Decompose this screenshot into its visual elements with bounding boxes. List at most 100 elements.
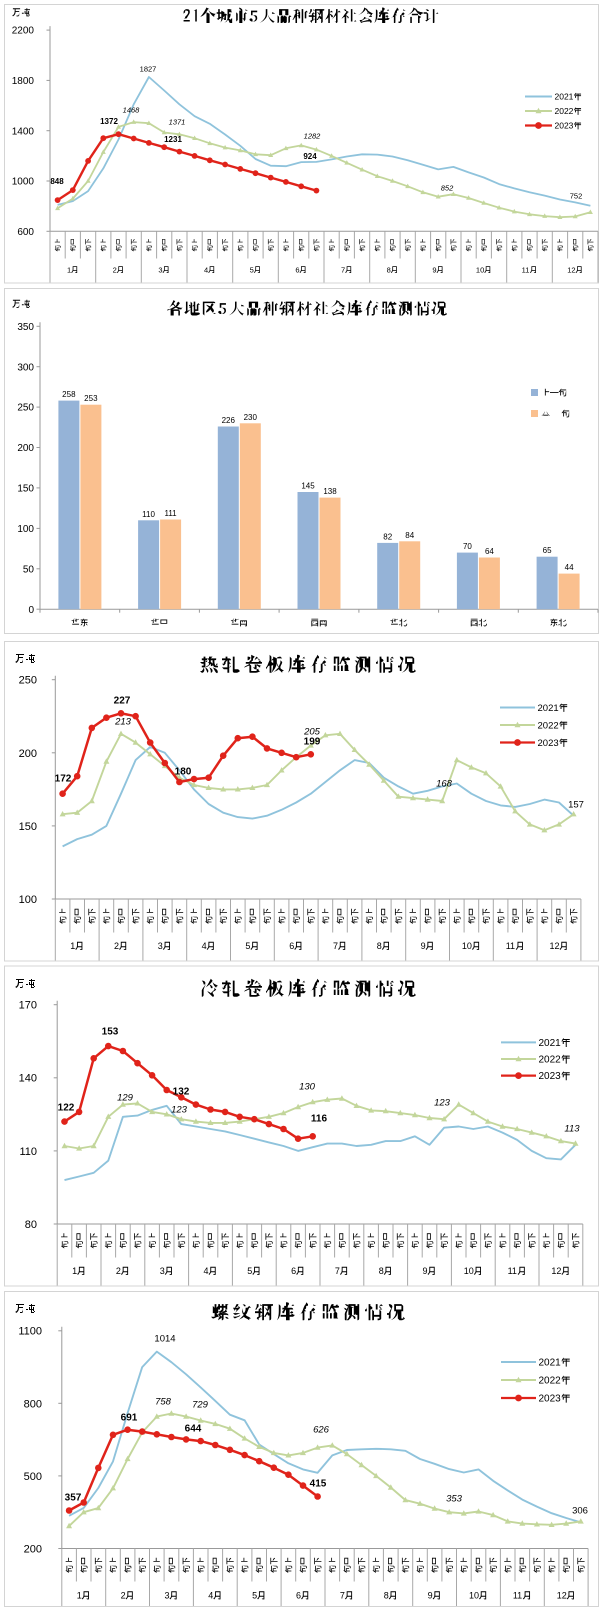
svg-text:12: 12: [551, 1266, 561, 1276]
svg-text:8: 8: [377, 941, 382, 951]
svg-text:122: 122: [58, 1103, 75, 1114]
svg-text:100: 100: [17, 524, 34, 535]
svg-text:4: 4: [202, 941, 207, 951]
svg-text:4: 4: [204, 265, 208, 274]
svg-text:2021: 2021: [555, 92, 574, 102]
svg-text:1827: 1827: [140, 65, 157, 74]
svg-text:306: 306: [572, 1505, 588, 1516]
svg-text:205: 205: [303, 726, 321, 737]
svg-text:353: 353: [446, 1493, 463, 1504]
svg-text:82: 82: [383, 532, 392, 541]
svg-text:3: 3: [158, 941, 163, 951]
svg-text:157: 157: [568, 799, 584, 810]
svg-text:2023: 2023: [539, 1394, 562, 1405]
svg-text:8: 8: [387, 265, 391, 274]
svg-text:226: 226: [222, 416, 236, 425]
svg-text:1371: 1371: [169, 118, 186, 127]
svg-text:111: 111: [164, 509, 177, 518]
svg-text:100: 100: [19, 894, 37, 906]
svg-text:626: 626: [313, 1424, 330, 1435]
svg-text:150: 150: [17, 484, 34, 495]
svg-text:2022: 2022: [538, 720, 559, 731]
svg-text:250: 250: [19, 675, 37, 687]
svg-text:230: 230: [244, 413, 258, 422]
svg-text:116: 116: [311, 1114, 328, 1125]
svg-text:5: 5: [247, 1266, 252, 1276]
svg-text:150: 150: [19, 821, 37, 833]
svg-text:852: 852: [441, 184, 454, 193]
svg-text:500: 500: [24, 1471, 42, 1483]
svg-text:2022: 2022: [555, 106, 574, 116]
svg-text:1800: 1800: [12, 76, 35, 87]
svg-text:168: 168: [436, 778, 453, 789]
svg-text:1: 1: [77, 1591, 82, 1601]
svg-text:2022: 2022: [539, 1055, 562, 1066]
svg-text:350: 350: [17, 322, 34, 333]
svg-text:250: 250: [17, 403, 34, 414]
svg-text:2: 2: [113, 265, 117, 274]
svg-text:2021: 2021: [539, 1038, 562, 1049]
svg-text:9: 9: [421, 941, 426, 951]
svg-text:5: 5: [252, 1591, 257, 1601]
svg-text:10: 10: [469, 1591, 479, 1601]
svg-text:180: 180: [175, 767, 192, 778]
svg-text:1282: 1282: [304, 132, 322, 141]
svg-text:2200: 2200: [12, 26, 35, 37]
svg-text:6: 6: [296, 1591, 301, 1601]
svg-text:80: 80: [25, 1219, 37, 1231]
svg-text:113: 113: [564, 1123, 580, 1134]
svg-text:1231: 1231: [164, 135, 182, 144]
svg-text:848: 848: [50, 177, 64, 186]
svg-text:7: 7: [333, 941, 338, 951]
svg-text:357: 357: [65, 1493, 82, 1504]
svg-text:800: 800: [24, 1398, 42, 1410]
svg-text:5: 5: [250, 265, 254, 274]
svg-text:752: 752: [570, 192, 583, 201]
svg-text:2023: 2023: [538, 738, 559, 749]
svg-text:44: 44: [565, 563, 574, 572]
svg-text:2: 2: [116, 1266, 121, 1276]
svg-text:12: 12: [567, 265, 575, 274]
svg-text:11: 11: [508, 1266, 517, 1276]
svg-text:170: 170: [19, 1000, 37, 1012]
svg-text:110: 110: [19, 1146, 37, 1158]
svg-text:7: 7: [341, 265, 345, 274]
svg-text:145: 145: [301, 481, 315, 490]
svg-text:1: 1: [72, 1266, 77, 1276]
svg-text:130: 130: [299, 1081, 316, 1092]
svg-text:3: 3: [158, 265, 162, 274]
svg-text:70: 70: [463, 542, 472, 551]
svg-text:253: 253: [84, 394, 98, 403]
svg-text:7: 7: [335, 1266, 340, 1276]
svg-text:213: 213: [114, 716, 132, 727]
svg-text:6: 6: [289, 941, 294, 951]
svg-text:65: 65: [543, 546, 552, 555]
svg-text:758: 758: [155, 1396, 172, 1407]
svg-text:110: 110: [142, 510, 155, 519]
svg-text:2: 2: [114, 941, 119, 951]
svg-text:1372: 1372: [100, 117, 118, 126]
svg-text:172: 172: [55, 774, 72, 785]
svg-text:9: 9: [432, 265, 436, 274]
svg-text:600: 600: [17, 227, 34, 238]
svg-text:300: 300: [17, 362, 34, 373]
svg-text:200: 200: [17, 443, 34, 454]
svg-text:1100: 1100: [18, 1326, 42, 1338]
svg-text:1400: 1400: [12, 126, 35, 137]
svg-text:200: 200: [24, 1543, 42, 1555]
svg-text:644: 644: [185, 1424, 202, 1435]
svg-text:12: 12: [557, 1591, 567, 1601]
svg-text:6: 6: [295, 265, 299, 274]
svg-text:123: 123: [434, 1097, 451, 1108]
svg-text:924: 924: [303, 152, 317, 161]
svg-text:10: 10: [476, 265, 484, 274]
svg-text:2: 2: [121, 1591, 126, 1601]
svg-text:1000: 1000: [12, 177, 35, 188]
svg-text:11: 11: [506, 941, 515, 951]
svg-text:691: 691: [121, 1413, 138, 1424]
svg-text:729: 729: [192, 1399, 209, 1410]
svg-text:4: 4: [208, 1591, 213, 1601]
svg-text:2022: 2022: [539, 1376, 562, 1387]
svg-text:8: 8: [379, 1266, 384, 1276]
svg-text:199: 199: [304, 737, 321, 748]
